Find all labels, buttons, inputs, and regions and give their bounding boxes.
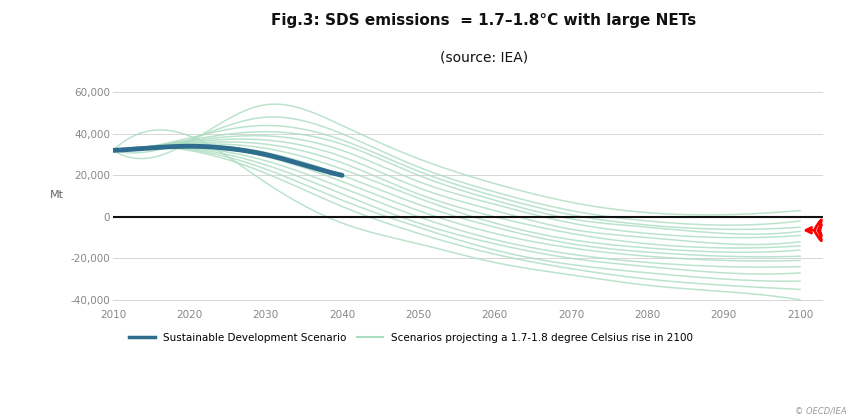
Text: © OECD/IEA: © OECD/IEA [795,407,847,416]
Y-axis label: Mt: Mt [49,190,64,200]
Text: Fig.3: SDS emissions  = 1.7–1.8°C with large NETs: Fig.3: SDS emissions = 1.7–1.8°C with la… [271,13,696,28]
Legend: Sustainable Development Scenario, Scenarios projecting a 1.7-1.8 degree Celsius : Sustainable Development Scenario, Scenar… [124,329,697,347]
Text: (source: IEA): (source: IEA) [440,50,528,64]
